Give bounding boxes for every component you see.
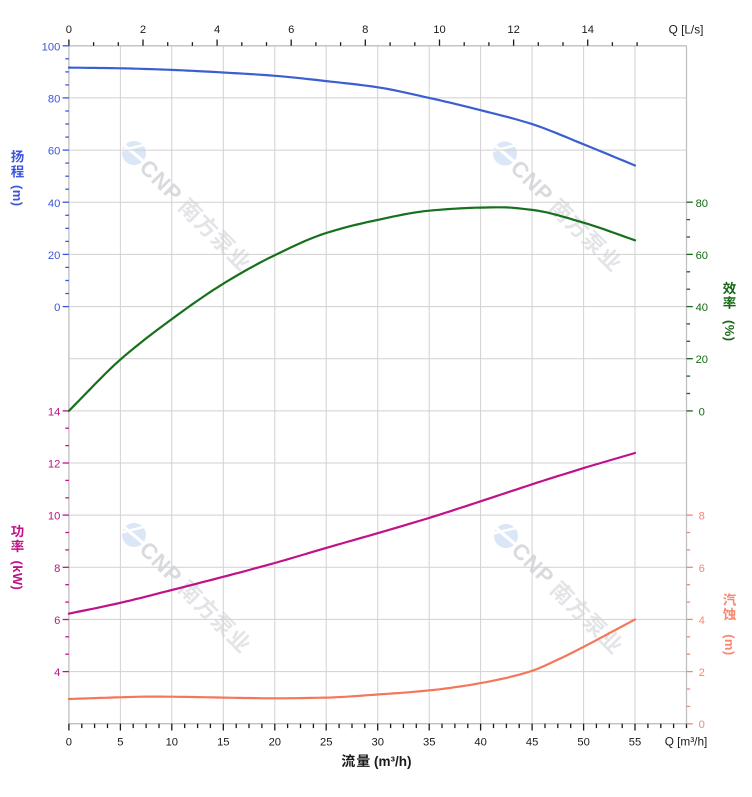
svg-text:80: 80 [48, 93, 60, 105]
svg-text:100: 100 [42, 41, 61, 53]
svg-text:45: 45 [526, 737, 538, 749]
svg-text:20: 20 [696, 354, 708, 366]
svg-text:(m): (m) [722, 634, 737, 655]
svg-text:0: 0 [699, 719, 705, 731]
svg-text:2: 2 [140, 24, 146, 36]
svg-text:8: 8 [362, 24, 368, 36]
svg-text:50: 50 [577, 737, 589, 749]
svg-text:30: 30 [371, 737, 383, 749]
svg-text:5: 5 [117, 737, 123, 749]
svg-text:Q [L/s]: Q [L/s] [669, 23, 704, 37]
svg-text:6: 6 [54, 615, 60, 627]
svg-text:55: 55 [629, 737, 641, 749]
svg-text:(kW): (kW) [10, 561, 25, 591]
svg-text:14: 14 [581, 24, 593, 36]
svg-text:4: 4 [54, 667, 60, 679]
svg-text:20: 20 [48, 250, 60, 262]
svg-text:15: 15 [217, 737, 229, 749]
svg-text:40: 40 [474, 737, 486, 749]
svg-text:(%): (%) [722, 320, 737, 341]
svg-text:0: 0 [54, 302, 60, 314]
svg-text:40: 40 [48, 198, 60, 210]
svg-text:(m³/h): (m³/h) [374, 754, 412, 769]
svg-text:(m): (m) [10, 185, 25, 206]
svg-text:10: 10 [48, 511, 60, 523]
svg-text:14: 14 [48, 406, 60, 418]
svg-text:0: 0 [699, 406, 705, 418]
svg-text:12: 12 [507, 24, 519, 36]
svg-text:8: 8 [54, 563, 60, 575]
svg-text:35: 35 [423, 737, 435, 749]
svg-text:10: 10 [433, 24, 445, 36]
svg-text:8: 8 [699, 511, 705, 523]
svg-text:6: 6 [699, 563, 705, 575]
svg-text:80: 80 [696, 198, 708, 210]
svg-text:25: 25 [320, 737, 332, 749]
svg-text:2: 2 [699, 667, 705, 679]
svg-text:0: 0 [66, 24, 72, 36]
svg-text:Q [m³/h]: Q [m³/h] [665, 735, 708, 749]
svg-text:4: 4 [699, 615, 705, 627]
svg-text:6: 6 [288, 24, 294, 36]
svg-text:20: 20 [269, 737, 281, 749]
svg-text:60: 60 [696, 250, 708, 262]
svg-text:60: 60 [48, 146, 60, 158]
svg-text:40: 40 [696, 302, 708, 314]
svg-text:4: 4 [214, 24, 220, 36]
svg-text:10: 10 [166, 737, 178, 749]
svg-text:0: 0 [66, 737, 72, 749]
svg-text:12: 12 [48, 459, 60, 471]
